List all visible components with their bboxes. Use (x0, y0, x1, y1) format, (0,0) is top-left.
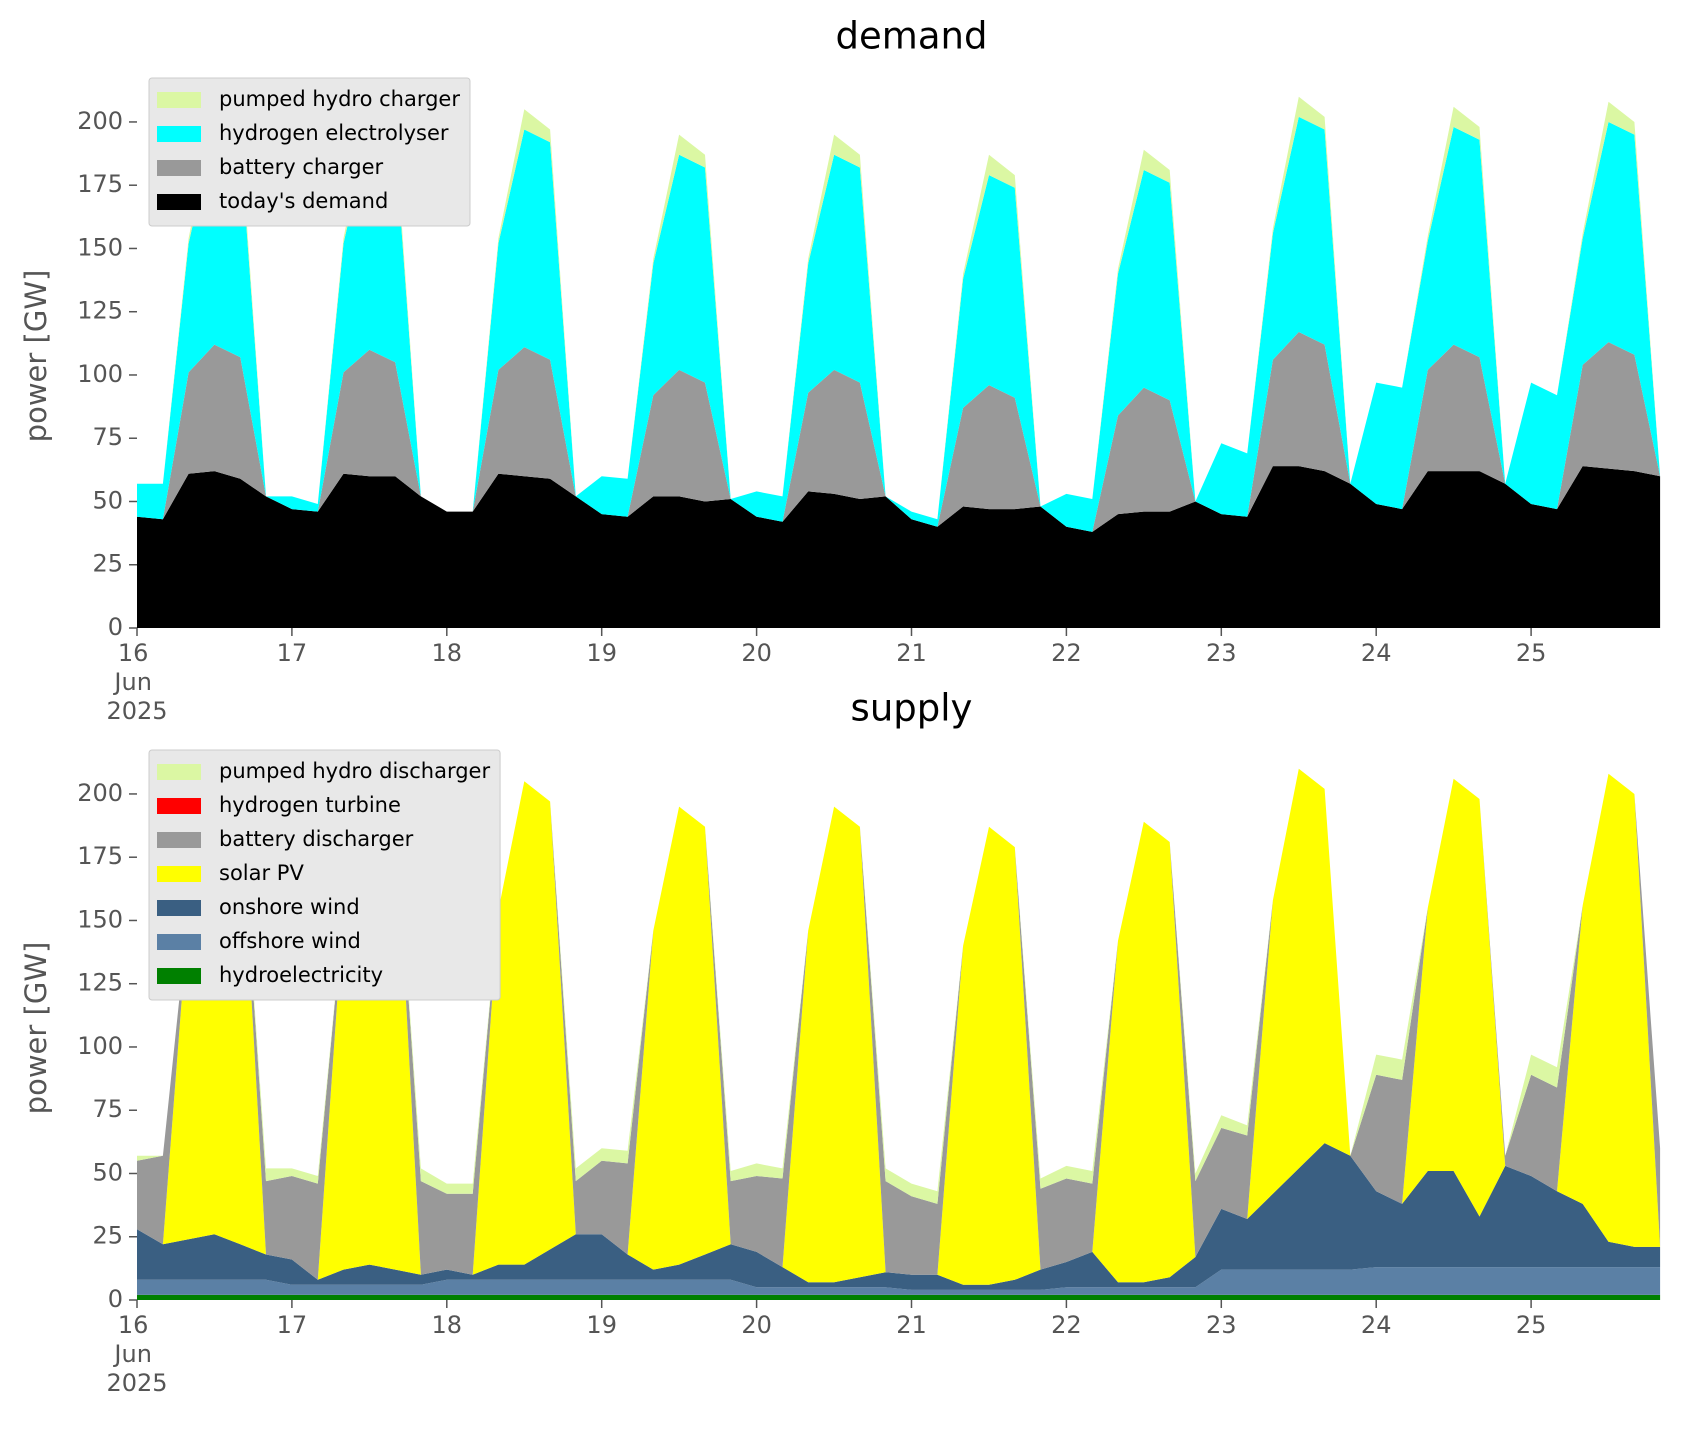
y-tick-label: 75 (92, 1095, 123, 1123)
legend-label: solar PV (219, 861, 304, 885)
x-tick-label: 19 (586, 639, 617, 667)
y-tick-label: 125 (77, 969, 123, 997)
y-tick-label: 175 (77, 170, 123, 198)
area (137, 1294, 1661, 1300)
y-tick-label: 0 (108, 1285, 123, 1313)
y-tick-label: 25 (92, 1222, 123, 1250)
legend-box (148, 77, 471, 227)
legend-swatch (157, 126, 201, 142)
x-tick-label: 24 (1361, 639, 1392, 667)
y-tick-label: 175 (77, 842, 123, 870)
legend-swatch (157, 934, 201, 950)
chart-title: supply (851, 687, 973, 730)
legend-swatch (157, 968, 201, 984)
legend-label: battery charger (219, 155, 384, 179)
legend-box (148, 749, 501, 1001)
legend-label: battery discharger (219, 827, 414, 851)
x-tick-label: 24 (1361, 1311, 1392, 1339)
y-tick-label: 200 (77, 107, 123, 135)
legend-label: pumped hydro charger (219, 87, 460, 111)
y-axis-label: power [GW] (19, 942, 53, 1115)
legend-swatch (157, 866, 201, 882)
x-tick-label: 20 (741, 639, 772, 667)
legend-swatch (157, 160, 201, 176)
area (137, 116, 1661, 532)
x-tick-label: 22 (1051, 639, 1082, 667)
x-tick-label: 22 (1051, 1311, 1082, 1339)
chart-title: demand (836, 15, 988, 58)
area (137, 1267, 1661, 1295)
legend-swatch (157, 92, 201, 108)
x-tick-label: 21 (896, 1311, 927, 1339)
y-axis-label: power [GW] (19, 270, 53, 443)
y-tick-label: 150 (77, 905, 123, 933)
area (137, 466, 1661, 628)
legend-label: onshore wind (219, 895, 360, 919)
legend-label: hydroelectricity (219, 963, 383, 987)
area (137, 96, 1661, 520)
y-tick-label: 100 (77, 1032, 123, 1060)
legend-swatch (157, 194, 201, 210)
x-tick-label: 16 Jun 2025 (106, 1311, 167, 1397)
y-tick-label: 125 (77, 297, 123, 325)
x-tick-label: 17 (277, 639, 308, 667)
legend-swatch (157, 764, 201, 780)
y-tick-label: 100 (77, 360, 123, 388)
x-tick-label: 23 (1206, 639, 1237, 667)
legend-label: pumped hydro discharger (219, 759, 490, 783)
area (137, 768, 1661, 1280)
x-tick-label: 17 (277, 1311, 308, 1339)
area (137, 1143, 1661, 1290)
y-tick-label: 0 (108, 613, 123, 641)
x-tick-label: 18 (432, 639, 463, 667)
area (137, 332, 1661, 532)
x-tick-label: 19 (586, 1311, 617, 1339)
legend-swatch (157, 798, 201, 814)
legend-swatch (157, 832, 201, 848)
legend-swatch (157, 900, 201, 916)
x-tick-label: 16 Jun 2025 (106, 639, 167, 725)
x-tick-label: 25 (1516, 1311, 1547, 1339)
y-tick-label: 200 (77, 779, 123, 807)
x-tick-label: 23 (1206, 1311, 1237, 1339)
x-tick-label: 18 (432, 1311, 463, 1339)
area (137, 768, 1661, 1285)
legend-label: offshore wind (219, 929, 361, 953)
x-tick-label: 25 (1516, 639, 1547, 667)
legend-label: today's demand (219, 189, 388, 213)
y-tick-label: 25 (92, 550, 123, 578)
y-tick-label: 150 (77, 233, 123, 261)
y-tick-label: 50 (92, 486, 123, 514)
legend-label: hydrogen turbine (219, 793, 401, 817)
y-tick-label: 75 (92, 423, 123, 451)
legend-label: hydrogen electrolyser (219, 121, 449, 145)
x-tick-label: 21 (896, 639, 927, 667)
x-tick-label: 20 (741, 1311, 772, 1339)
y-tick-label: 50 (92, 1158, 123, 1186)
